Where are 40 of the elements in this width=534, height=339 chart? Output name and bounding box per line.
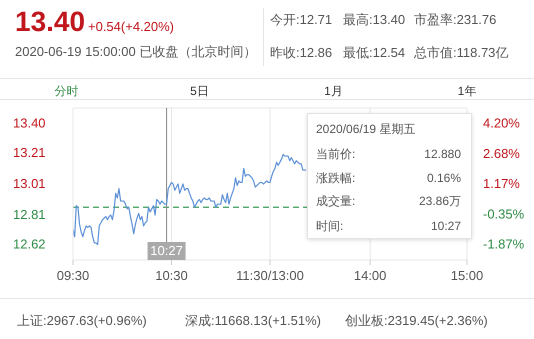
annotation: 涨跌幅: xyxy=(316,170,356,186)
x-tick-label: 09:30 xyxy=(56,268,90,283)
text: 昨收:12.86 xyxy=(270,45,332,61)
y-tick-label: 12.62 xyxy=(13,236,46,252)
annotation: 时间: xyxy=(316,218,344,234)
annotation: 0.16% xyxy=(426,170,461,186)
annotation: 12.880 xyxy=(423,146,461,162)
x-tick-label: 14:00 xyxy=(354,268,386,283)
y2-tick-label: -0.35% xyxy=(483,206,525,222)
y2-tick-label: 4.20% xyxy=(483,116,520,131)
annotation: 10:27 xyxy=(430,218,461,234)
line-series xyxy=(72,154,307,246)
text: 最低:12.54 xyxy=(343,45,406,61)
y-tick-label: 13.21 xyxy=(13,144,46,160)
text: 创业板:2319.45(+2.36%) xyxy=(345,313,488,329)
text: 最高:13.40 xyxy=(343,12,406,28)
y2-tick-label: 2.68% xyxy=(483,146,520,161)
annotation: 成交量: xyxy=(316,193,356,209)
x-tick-label: 10:30 xyxy=(155,268,188,283)
y-tick-label: 13.01 xyxy=(13,176,46,191)
annotation: 23.86万 xyxy=(418,193,461,209)
text: 市盈率:231.76 xyxy=(414,12,496,28)
y-tick-label: 12.81 xyxy=(13,207,46,222)
y-tick-label: 13.40 xyxy=(13,116,46,131)
text: 2020-06-19 15:00:00 已收盘（北京时间） xyxy=(15,44,256,60)
chart-subtitle: +0.54(+4.20%) xyxy=(88,19,174,34)
text: 总市值:118.73亿 xyxy=(414,45,508,61)
y2-tick-label: 1.17% xyxy=(483,176,520,191)
text: 深成:11668.13(+1.51%) xyxy=(185,313,321,329)
text: 1年 xyxy=(456,83,478,99)
text: 5日 xyxy=(189,83,210,99)
text: 上证:2967.63(+0.96%) xyxy=(17,313,147,329)
text: 今开:12.71 xyxy=(270,12,332,28)
annotation: 2020/06/19 星期五 xyxy=(316,121,416,137)
x-tick-label: 15:00 xyxy=(450,268,484,283)
text: 1月 xyxy=(323,83,344,99)
x-tick-label: 11:30/13:00 xyxy=(236,268,304,283)
annotation: 当前价: xyxy=(316,146,356,162)
y2-tick-label: -1.87% xyxy=(483,236,525,252)
text: 分时 xyxy=(54,83,80,99)
